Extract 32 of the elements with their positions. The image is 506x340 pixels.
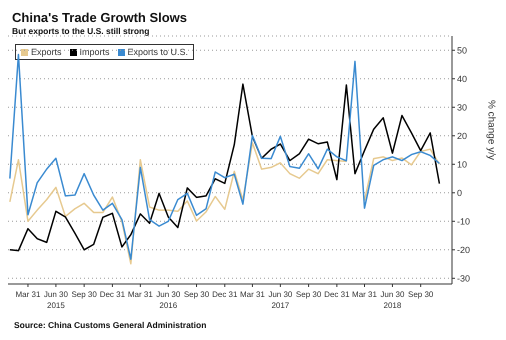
x-tick-label: Mar 31 xyxy=(240,290,266,299)
y-tick-label: 10 xyxy=(457,159,468,170)
y-tick-label: -20 xyxy=(457,244,470,255)
x-tick-label: Jun 30 2016 xyxy=(156,290,181,310)
legend-label: Imports xyxy=(78,47,110,57)
y-tick-label: -30 xyxy=(457,273,470,284)
x-tick-label: Dec 31 xyxy=(324,290,350,299)
x-tick-label: Mar 31 xyxy=(352,290,378,299)
source-note: Source: China Customs General Administration xyxy=(14,320,206,330)
y-tick-label: 30 xyxy=(457,102,468,112)
x-tick-label: Sep 30 xyxy=(296,290,322,299)
x-tick-label: Jun 30 2018 xyxy=(380,290,405,310)
y-tick-label: -10 xyxy=(457,216,470,226)
legend-label: Exports xyxy=(30,47,62,57)
y-tick-label: 0 xyxy=(457,188,462,198)
x-tick-label: Jun 30 2017 xyxy=(268,290,293,310)
chart-title: China's Trade Growth Slows xyxy=(12,10,188,25)
line-series xyxy=(9,83,440,252)
y-tick-label: 20 xyxy=(457,130,468,141)
x-tick-label: Sep 30 xyxy=(184,290,210,299)
x-tick-label: Jun 30 2015 xyxy=(44,290,68,310)
x-tick-label: Mar 31 xyxy=(16,290,41,299)
x-tick-label: Sep 30 xyxy=(71,290,98,299)
x-tick-label: Sep 30 xyxy=(408,290,434,299)
chart-subtitle: But exports to the U.S. still strong xyxy=(12,26,150,36)
y-tick-label: 40 xyxy=(457,74,468,84)
x-tick-label: Dec 31 xyxy=(100,290,126,299)
y-axis-title: % change y/y xyxy=(485,100,496,160)
legend-label: Exports to U.S. xyxy=(126,47,188,57)
x-tick-label: Dec 31 xyxy=(212,290,238,299)
x-tick-label: Mar 31 xyxy=(128,290,154,299)
y-tick-label: 50 xyxy=(457,45,468,56)
